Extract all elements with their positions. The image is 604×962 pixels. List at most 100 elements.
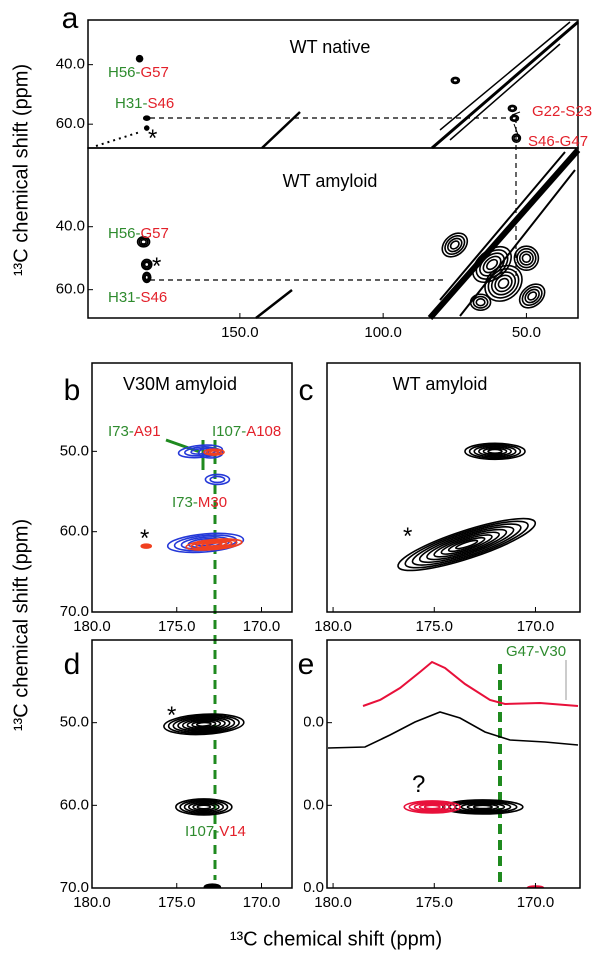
- annotation-part: H56-: [108, 225, 141, 242]
- peak: [511, 133, 522, 143]
- annotation: I73-A91: [108, 423, 161, 440]
- annotation: *: [140, 525, 149, 552]
- annotation-part: V14: [219, 823, 246, 840]
- contour-line: [172, 715, 236, 733]
- contour-line: [190, 539, 238, 550]
- contour-line: [140, 543, 153, 549]
- contour-line: [200, 541, 228, 548]
- peak: [140, 543, 153, 549]
- contour-line: [181, 718, 226, 731]
- annotation: G22-S23: [532, 103, 592, 120]
- contour-line: [206, 449, 222, 456]
- annotation-part: G57: [141, 64, 169, 81]
- peak: [136, 236, 151, 248]
- y-tick-label: 50.0: [295, 714, 324, 731]
- diagonal: [431, 20, 579, 150]
- peak: [513, 245, 540, 271]
- contour-line: [524, 288, 540, 304]
- contour-line: [469, 293, 492, 312]
- plot-area: [163, 713, 245, 888]
- contour-line: [186, 719, 222, 730]
- contour-line: [397, 517, 537, 572]
- y-tick-label: 70.0: [60, 603, 89, 620]
- peak: [204, 473, 231, 486]
- annotation: I107-A108: [212, 423, 281, 440]
- contour-line: [472, 295, 489, 309]
- y-tick-label: 70.0: [295, 879, 324, 896]
- frame: [326, 362, 581, 613]
- frame: [91, 639, 293, 889]
- diagonal: [449, 43, 561, 141]
- contour-line: [413, 802, 451, 812]
- contour-line: [460, 802, 506, 812]
- annotation-part: H56-: [108, 64, 141, 81]
- contour-line: [472, 804, 493, 810]
- peak: [203, 448, 225, 456]
- contour-line: [486, 258, 499, 271]
- panel-title: V30M amyloid: [123, 374, 237, 394]
- peak: [442, 799, 524, 815]
- annotation-part: *: [148, 125, 157, 152]
- contour-line: [143, 125, 150, 131]
- annotation-part: I107-: [185, 823, 219, 840]
- y-axis-label: ¹³C chemical shift (ppm): [10, 64, 32, 276]
- contour-line: [205, 542, 223, 547]
- panel-label: b: [64, 374, 81, 407]
- x-tick-label: 175.0: [158, 618, 196, 635]
- annotation: *: [148, 125, 157, 152]
- contour-line: [455, 539, 479, 550]
- streak: [95, 131, 141, 147]
- streak: [255, 289, 293, 319]
- contour-line: [185, 538, 243, 551]
- contour-line: [195, 540, 233, 549]
- contour-line: [464, 442, 526, 461]
- panel-title: WT amyloid: [283, 171, 378, 191]
- contour-line: [203, 448, 225, 456]
- contour-line: [527, 291, 538, 301]
- x-tick-label: 180.0: [314, 618, 352, 635]
- contour-line: [452, 77, 459, 84]
- contour-line: [513, 245, 540, 271]
- y-tick-label: 50.0: [60, 714, 89, 731]
- peak: [484, 264, 523, 302]
- y-tick-label: 60.0: [295, 796, 324, 813]
- contour-line: [187, 801, 220, 813]
- contour-line: [521, 285, 543, 306]
- contour-line: [142, 115, 151, 122]
- contour-line: [167, 714, 240, 735]
- annotation: G47-V30: [506, 643, 566, 660]
- annotation: ?: [412, 771, 425, 798]
- annotation: I107-V14: [185, 823, 246, 840]
- contour-line: [444, 234, 466, 255]
- x-tick-label: 180.0: [73, 894, 111, 911]
- annotation: *: [152, 253, 161, 280]
- annotation: *: [167, 702, 176, 729]
- y-tick-label: 60.0: [56, 115, 85, 132]
- contour-line: [513, 134, 520, 142]
- panel-label: c: [299, 374, 314, 407]
- contour-line: [473, 445, 517, 458]
- contour-line: [423, 804, 441, 810]
- annotation-part: S46: [148, 95, 175, 112]
- contour-line: [204, 473, 231, 486]
- contour-line: [143, 273, 151, 282]
- contour-line: [183, 800, 225, 814]
- contour-line: [209, 475, 226, 484]
- plot-area: [136, 232, 546, 312]
- x-axis-label: ¹³C chemical shift (ppm): [230, 928, 442, 950]
- trace: [362, 660, 579, 707]
- contour-line: [468, 443, 522, 459]
- contour-line: [478, 446, 512, 457]
- contour-line: [433, 531, 500, 558]
- y-tick-label: 50.0: [60, 442, 89, 459]
- plot-area: [135, 54, 522, 143]
- peak: [450, 76, 461, 85]
- annotation: H56-G57: [108, 64, 169, 81]
- contour-line: [142, 260, 152, 269]
- diagonal: [439, 151, 576, 317]
- annotation-part: H31-: [115, 95, 148, 112]
- y-tick-label: 40.0: [56, 218, 85, 235]
- contour-line: [509, 114, 520, 123]
